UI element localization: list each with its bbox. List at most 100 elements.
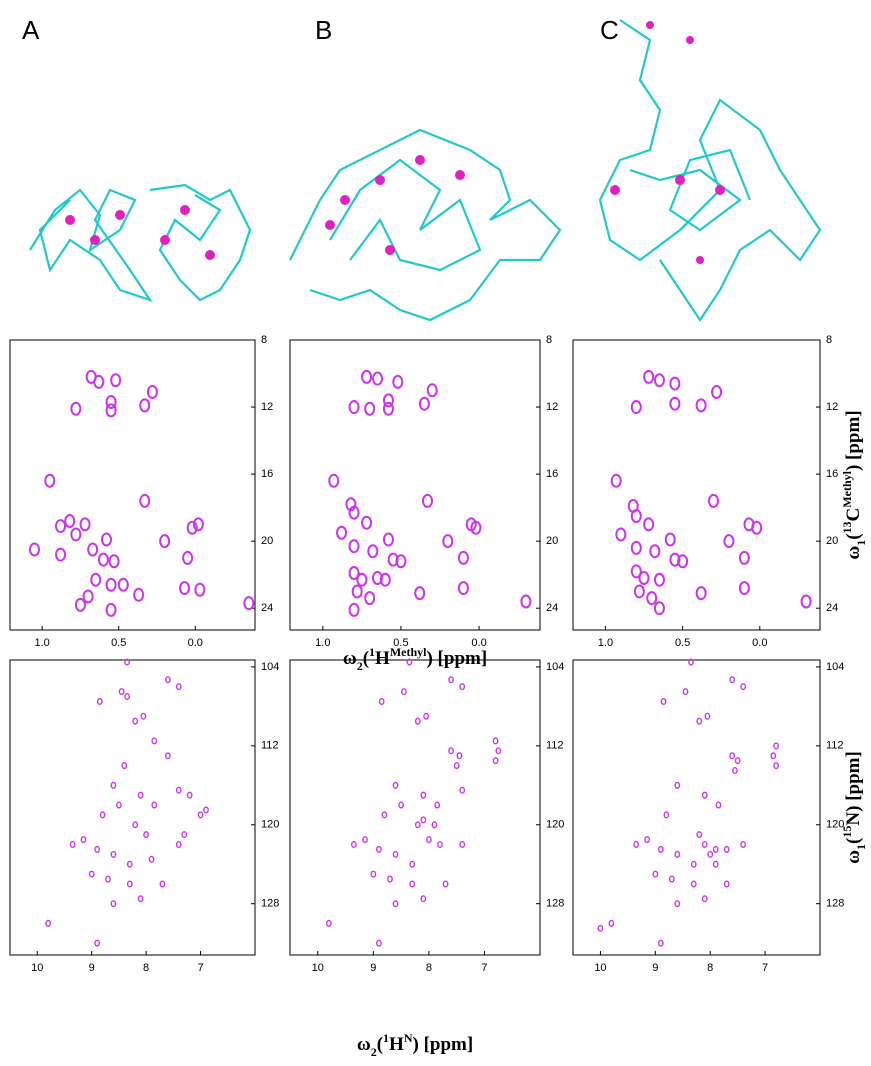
- peak: [139, 493, 151, 508]
- plot-frame: [9, 339, 256, 631]
- peak: [45, 919, 52, 927]
- peak: [96, 697, 103, 705]
- peak: [203, 806, 209, 814]
- peak: [457, 550, 469, 565]
- y-tick-label: 8: [261, 334, 267, 346]
- label-unit: [ppm]: [843, 751, 864, 801]
- peak: [94, 845, 101, 853]
- label-superscript: Methyl: [390, 645, 427, 659]
- peak: [420, 895, 427, 903]
- peak: [712, 845, 719, 853]
- x-tick-label: 9: [652, 962, 658, 974]
- peak: [704, 712, 711, 720]
- label-superscript: Methyl: [840, 470, 854, 507]
- label-paren: (: [363, 648, 369, 669]
- peak: [105, 403, 117, 418]
- peak: [456, 752, 463, 760]
- peak: [348, 566, 360, 581]
- peak: [682, 688, 689, 696]
- protein-residues: [65, 21, 725, 264]
- plot-frame: [289, 339, 541, 631]
- x-tick-label: 7: [481, 962, 487, 974]
- y-tick-label: 16: [261, 468, 273, 480]
- peak: [121, 762, 128, 770]
- peak: [126, 880, 133, 888]
- label-isotope: 15: [840, 826, 854, 838]
- peak: [674, 900, 681, 908]
- peak: [738, 550, 750, 565]
- label-symbol: ω: [843, 850, 864, 864]
- y-tick-label: 16: [546, 468, 558, 480]
- y-tick-label: 16: [826, 468, 838, 480]
- label-paren: ): [412, 1034, 423, 1055]
- peak: [126, 860, 133, 868]
- peak: [105, 875, 111, 883]
- peak: [175, 840, 182, 848]
- x-tick-label: 10: [594, 962, 606, 974]
- label-unit: [ppm]: [843, 410, 864, 460]
- y-tick-label: 8: [546, 334, 552, 346]
- peak: [712, 860, 719, 868]
- peak: [69, 840, 76, 848]
- peak: [159, 534, 171, 549]
- label-nucleus: N: [843, 812, 864, 826]
- peak: [99, 811, 106, 819]
- peak: [392, 900, 399, 908]
- peak: [668, 875, 675, 883]
- peak: [348, 539, 360, 554]
- peak: [420, 816, 427, 824]
- peak: [653, 373, 665, 388]
- label-isotope: 1: [383, 1031, 389, 1045]
- peak: [434, 801, 441, 809]
- peak: [124, 658, 130, 666]
- y-tick-label: 112: [546, 740, 564, 752]
- peak: [110, 900, 117, 908]
- peak: [64, 514, 76, 529]
- peak: [197, 811, 204, 819]
- peak: [608, 919, 615, 927]
- y-tick-label: 128: [546, 898, 564, 910]
- peak: [132, 717, 139, 725]
- peak: [688, 658, 694, 666]
- peak: [370, 870, 377, 878]
- peak: [492, 757, 499, 765]
- peak: [453, 762, 460, 770]
- peak: [723, 845, 730, 853]
- peak: [55, 519, 67, 534]
- peak: [186, 791, 193, 799]
- peak: [350, 840, 357, 848]
- peak: [773, 762, 779, 770]
- label-symbol: ω: [843, 546, 864, 560]
- peak: [90, 572, 102, 587]
- peak: [118, 688, 125, 696]
- plot-frame: [572, 339, 821, 631]
- label-superscript: N: [404, 1031, 413, 1045]
- peak: [351, 584, 363, 599]
- x-tick-label: 0.0: [188, 637, 203, 649]
- label-paren: ): [843, 801, 864, 812]
- peak: [674, 850, 681, 858]
- peak: [367, 544, 379, 559]
- peak: [392, 781, 399, 789]
- peak: [105, 395, 117, 410]
- x-tick-label: 1.0: [598, 637, 613, 649]
- plot-frame: [289, 659, 541, 956]
- peak: [409, 880, 416, 888]
- label-nucleus: C: [843, 508, 864, 522]
- label-index: 1: [854, 540, 868, 546]
- peak: [729, 752, 736, 760]
- peak: [738, 581, 750, 596]
- label-index: 2: [357, 659, 363, 673]
- peak: [398, 801, 405, 809]
- peak: [734, 757, 741, 765]
- peak: [94, 939, 101, 947]
- peak: [55, 547, 67, 562]
- peak: [133, 587, 145, 602]
- x-tick-label: 0.5: [393, 637, 408, 649]
- label-symbol: ω: [357, 1034, 371, 1055]
- peak: [597, 924, 604, 932]
- plot-frame: [9, 659, 256, 956]
- y-tick-label: 128: [826, 898, 844, 910]
- peak: [701, 840, 708, 848]
- peak: [773, 742, 779, 750]
